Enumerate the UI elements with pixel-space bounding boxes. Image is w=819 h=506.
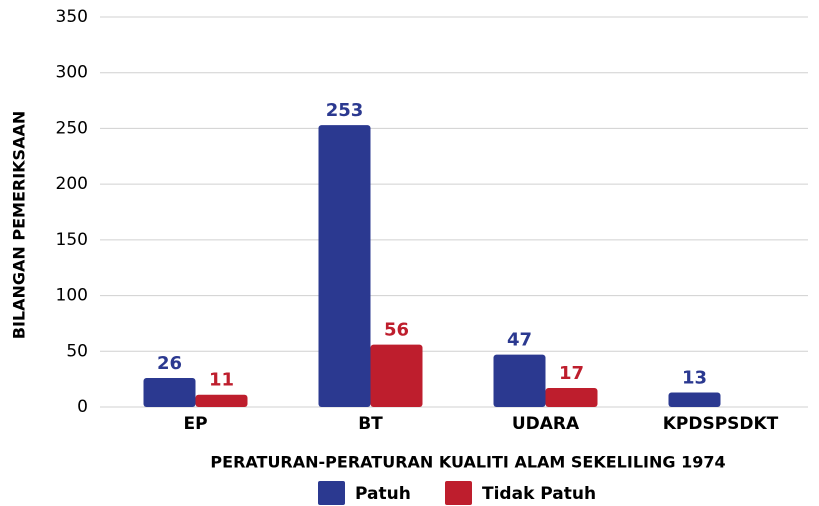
- y-tick-label: 0: [77, 397, 88, 417]
- data-label: 47: [507, 330, 532, 351]
- x-tick-label: UDARA: [512, 414, 580, 434]
- legend-label: Tidak Patuh: [482, 484, 596, 504]
- x-axis-title: PERATURAN-PERATURAN KUALITI ALAM SEKELIL…: [210, 453, 725, 472]
- data-label: 56: [384, 320, 409, 341]
- y-tick-label: 200: [56, 174, 88, 194]
- x-tick-label: KPDSPSDKT: [663, 414, 779, 434]
- data-label: 13: [682, 368, 707, 389]
- data-label: 11: [209, 370, 234, 391]
- x-tick-label: BT: [358, 414, 383, 434]
- bar: [668, 392, 721, 407]
- bar: [318, 125, 371, 407]
- legend-swatch: [445, 481, 472, 505]
- bar: [195, 394, 248, 407]
- y-tick-label: 350: [56, 7, 88, 27]
- bar: [493, 354, 546, 407]
- bar: [545, 388, 598, 407]
- y-axis-title: BILANGAN PEMERIKSAAN: [10, 111, 29, 339]
- y-tick-label: 100: [56, 286, 88, 306]
- data-label: 17: [559, 363, 584, 384]
- data-label: 26: [157, 353, 182, 374]
- legend-swatch: [318, 481, 345, 505]
- bar: [143, 378, 196, 407]
- legend-label: Patuh: [355, 484, 411, 504]
- x-tick-label: EP: [183, 414, 207, 434]
- bar: [370, 344, 423, 407]
- data-label: 253: [326, 100, 364, 121]
- y-tick-label: 50: [66, 341, 88, 361]
- y-tick-label: 250: [56, 118, 88, 138]
- y-tick-label: 300: [56, 63, 88, 83]
- y-tick-label: 150: [56, 230, 88, 250]
